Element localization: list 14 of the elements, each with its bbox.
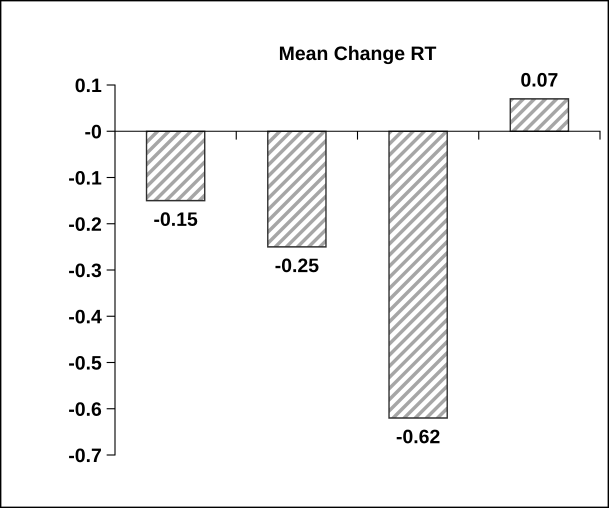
y-tick-label: -0.5	[69, 356, 102, 370]
y-tick-label: 0.1	[76, 78, 102, 92]
chart-title: Mean Change RT	[280, 46, 436, 64]
y-tick-label: -0.1	[69, 170, 102, 185]
y-tick-label: -0.3	[69, 263, 102, 278]
data-label: -0.25	[275, 258, 318, 272]
y-tick-label: -0.2	[69, 217, 102, 231]
y-tick-label: -0.4	[69, 310, 102, 324]
y-tick-label: -0.6	[69, 402, 102, 416]
data-label: 0.07	[521, 72, 558, 87]
y-tick-label: -0	[85, 124, 102, 138]
data-label: -0.62	[396, 430, 440, 444]
data-label: -0.15	[154, 212, 198, 226]
y-tick-label: -0.7	[69, 448, 101, 462]
